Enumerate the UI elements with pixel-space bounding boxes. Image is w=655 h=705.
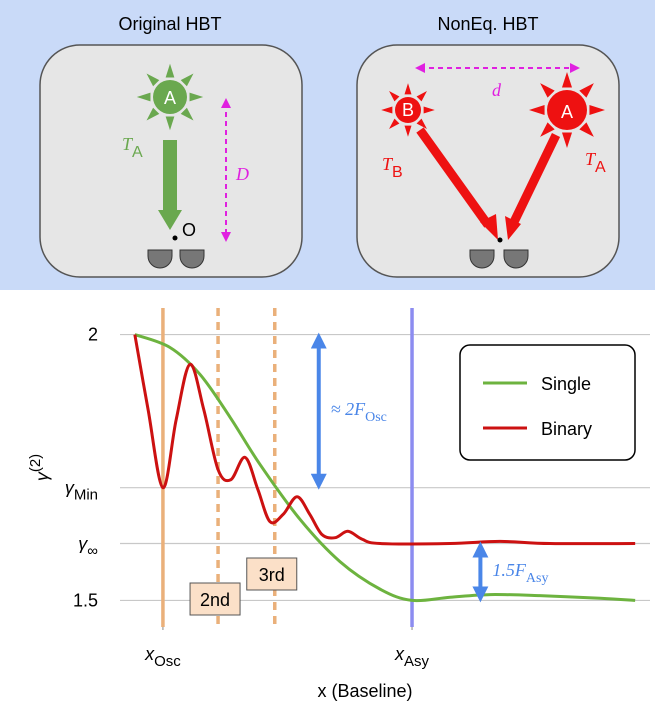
temp-sub: B bbox=[392, 164, 403, 181]
line-label: 3rd bbox=[259, 565, 285, 585]
y-axis-label-sup: (2) bbox=[27, 454, 44, 472]
y-axis-label: γ(2) bbox=[27, 454, 52, 481]
annotation-main: ≈ 2F bbox=[331, 399, 366, 419]
star-label: A bbox=[561, 102, 573, 122]
legend-box bbox=[460, 345, 635, 460]
line-label: 2nd bbox=[200, 590, 230, 610]
x-tick-label: xOsc bbox=[144, 644, 181, 670]
temp-sub: A bbox=[132, 144, 143, 161]
star-label: A bbox=[164, 88, 176, 108]
x-tick-label-sub: Asy bbox=[404, 653, 430, 670]
y-tick-label: 1.5 bbox=[73, 590, 98, 610]
x-tick-label-sub: Osc bbox=[154, 653, 181, 670]
y-tick-label: γMin bbox=[65, 478, 98, 504]
star-label: B bbox=[402, 100, 414, 120]
legend-label: Single bbox=[541, 374, 591, 394]
origin-dot bbox=[498, 238, 503, 243]
annotation: 1.5FAsy bbox=[492, 560, 548, 586]
distance-label: d bbox=[492, 80, 502, 100]
annotation-sub: Asy bbox=[526, 571, 549, 586]
y-tick-label-sub: ∞ bbox=[87, 543, 98, 560]
page: Original HBT NonEq. HBT A TA D O B A TB … bbox=[0, 0, 655, 705]
origin-dot bbox=[173, 236, 178, 241]
y-tick-label: 2 bbox=[88, 325, 98, 345]
figure: Original HBT NonEq. HBT A TA D O B A TB … bbox=[0, 0, 655, 705]
annotation-main: 1.5F bbox=[492, 560, 527, 580]
panel-title: NonEq. HBT bbox=[437, 14, 538, 34]
temp-sub: A bbox=[595, 159, 606, 176]
origin-label: O bbox=[182, 220, 196, 240]
annotation-sub: Osc bbox=[365, 410, 387, 425]
y-tick-label: γ∞ bbox=[78, 534, 98, 560]
legend-label: Binary bbox=[541, 419, 592, 439]
panel-box bbox=[357, 45, 619, 277]
x-axis-label: x (Baseline) bbox=[317, 681, 412, 701]
panel-title: Original HBT bbox=[118, 14, 221, 34]
x-tick-label: xAsy bbox=[394, 644, 430, 670]
annotation: ≈ 2FOsc bbox=[331, 399, 387, 425]
y-tick-label-sub: Min bbox=[74, 487, 98, 504]
distance-label: D bbox=[235, 164, 249, 184]
